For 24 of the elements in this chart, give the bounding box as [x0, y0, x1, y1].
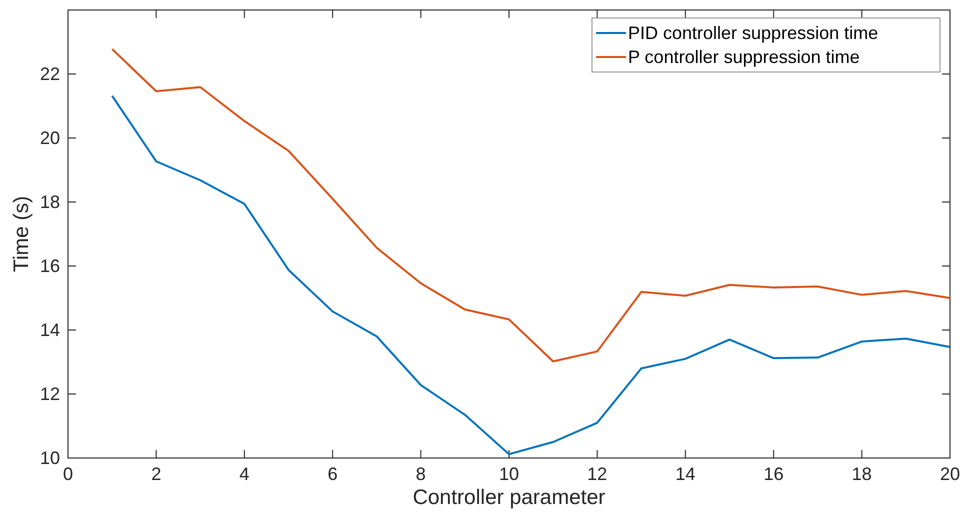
y-tick-label: 22: [40, 64, 60, 84]
y-tick-label: 12: [40, 384, 60, 404]
line-series: [111, 94, 951, 456]
y-tick-label: 18: [40, 192, 60, 212]
x-tick-label: 8: [416, 464, 426, 484]
legend-label: PID controller suppression time: [628, 23, 878, 43]
x-tick-label: 14: [675, 464, 696, 484]
y-tick-label: 16: [40, 256, 60, 276]
line-series: [111, 48, 951, 362]
x-tick-label: 18: [852, 464, 872, 484]
x-tick-label: 12: [587, 464, 608, 484]
y-tick-label: 20: [40, 128, 60, 148]
y-axis-title: Time (s): [10, 196, 33, 272]
x-tick-label: 2: [151, 464, 162, 484]
x-tick-label: 16: [764, 464, 784, 484]
x-tick-label: 20: [940, 464, 960, 484]
x-tick-label: 10: [498, 464, 520, 484]
x-tick-label: 0: [62, 464, 74, 484]
x-tick-label: 6: [328, 464, 338, 484]
x-axis-title: Controller parameter: [412, 486, 606, 509]
x-tick-label: 4: [239, 464, 250, 484]
y-tick-label: 14: [40, 320, 60, 340]
legend-label: P controller suppression time: [628, 47, 860, 67]
y-tick-label: 10: [40, 448, 60, 468]
